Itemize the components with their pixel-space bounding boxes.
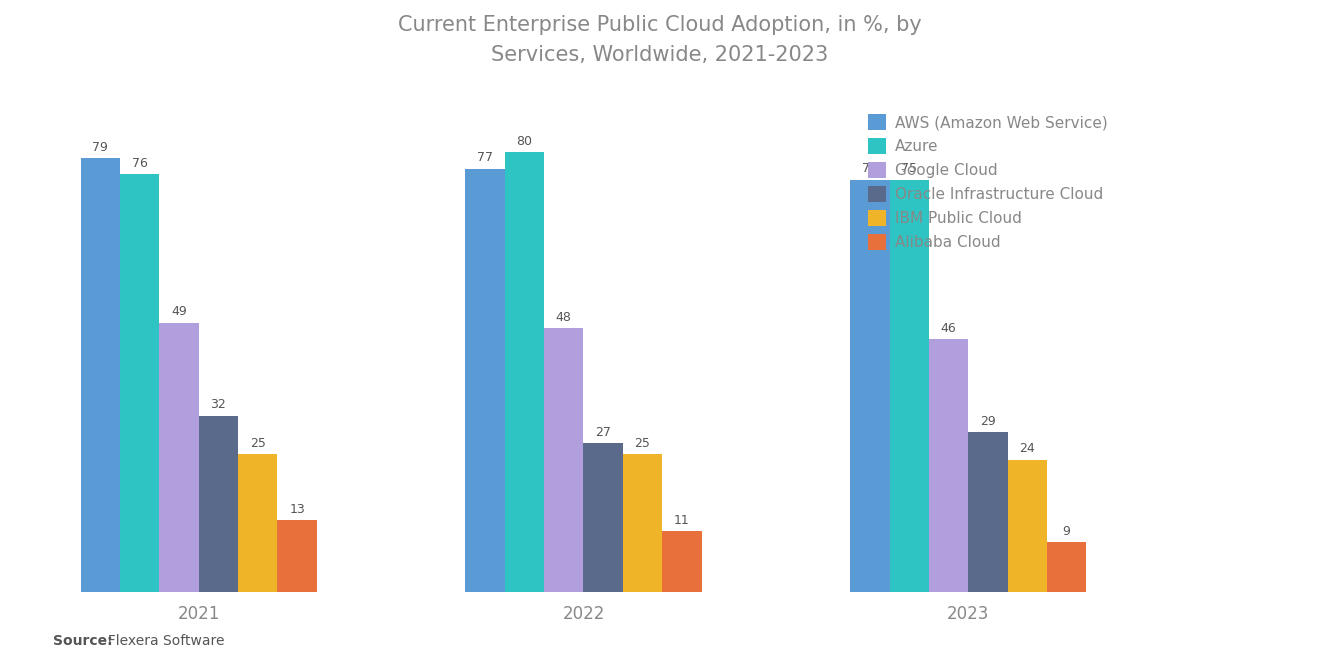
Bar	[277, 520, 317, 591]
Text: 75: 75	[902, 162, 917, 176]
Bar	[81, 158, 120, 591]
Bar	[969, 432, 1007, 591]
Bar	[583, 444, 623, 591]
Bar	[850, 180, 890, 591]
Text: 24: 24	[1019, 442, 1035, 456]
Bar	[1007, 460, 1047, 591]
Text: 77: 77	[477, 152, 494, 164]
Bar	[663, 531, 701, 591]
Legend: AWS (Amazon Web Service), Azure, Google Cloud, Oracle Infrastructure Cloud, IBM : AWS (Amazon Web Service), Azure, Google …	[867, 114, 1107, 250]
Text: 11: 11	[675, 514, 690, 527]
Bar	[623, 454, 663, 591]
Bar	[544, 328, 583, 591]
Text: 32: 32	[210, 398, 226, 412]
Text: 48: 48	[556, 311, 572, 324]
Bar	[160, 323, 199, 591]
Text: 46: 46	[941, 322, 957, 334]
Text: 49: 49	[172, 305, 187, 318]
Bar	[890, 180, 929, 591]
Bar	[238, 454, 277, 591]
Text: 27: 27	[595, 426, 611, 439]
Text: 25: 25	[635, 437, 651, 450]
Text: 29: 29	[979, 415, 995, 428]
Bar	[929, 339, 969, 591]
Text: Source:: Source:	[53, 634, 112, 648]
Text: 25: 25	[249, 437, 265, 450]
Text: Flexera Software: Flexera Software	[99, 634, 224, 648]
Text: 75: 75	[862, 162, 878, 176]
Text: 13: 13	[289, 503, 305, 516]
Text: 79: 79	[92, 140, 108, 154]
Bar	[120, 174, 160, 591]
Title: Current Enterprise Public Cloud Adoption, in %, by
Services, Worldwide, 2021-202: Current Enterprise Public Cloud Adoption…	[399, 15, 921, 65]
Text: 9: 9	[1063, 525, 1071, 538]
Bar	[1047, 542, 1086, 591]
Bar	[199, 416, 238, 591]
Text: 80: 80	[516, 135, 532, 148]
Text: 76: 76	[132, 157, 148, 170]
Bar	[504, 152, 544, 591]
Bar	[466, 169, 504, 591]
